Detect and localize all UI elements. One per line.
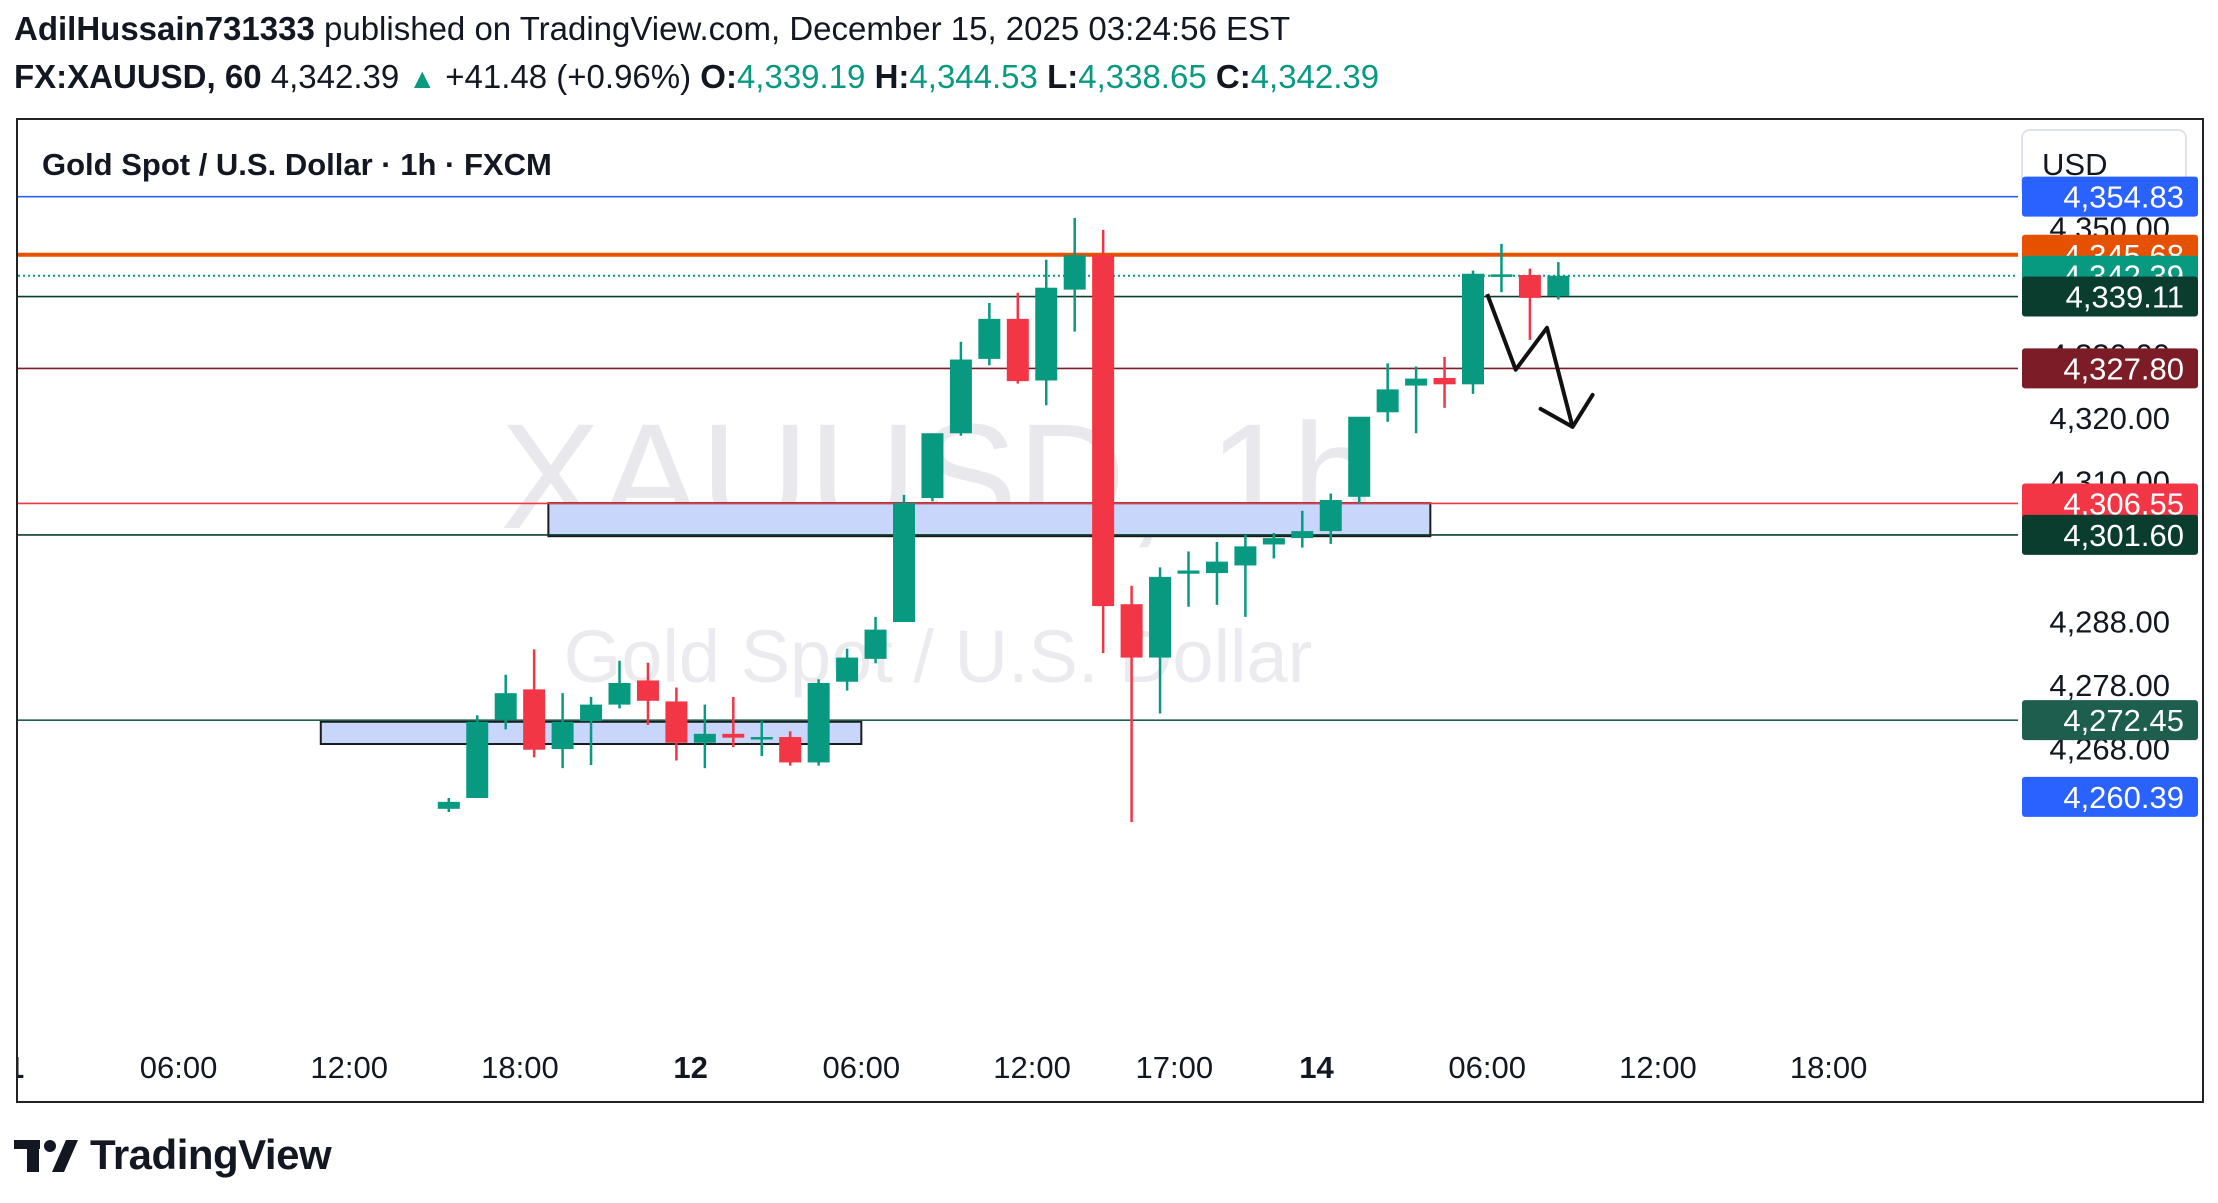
candle-body	[1348, 416, 1371, 497]
candle-body	[1433, 377, 1456, 385]
watermark-name: Gold Spot / U.S. Dollar	[564, 615, 1313, 698]
candle-body	[864, 629, 887, 659]
high-label: H:	[874, 58, 910, 95]
candle-body	[1319, 499, 1342, 532]
projection-arrowhead	[1538, 392, 1595, 429]
candle-body	[1035, 287, 1058, 381]
candle-body	[551, 721, 574, 750]
publish-info: AdilHussain731333 published on TradingVi…	[14, 10, 1290, 48]
currency-button-label: USD	[2042, 147, 2107, 182]
candle-body	[1006, 318, 1029, 382]
price-badge	[2022, 514, 2198, 555]
x-tick-label: 06:00	[1448, 1050, 1526, 1085]
candle-body	[807, 683, 830, 763]
price-badge-label: 4,339.11	[2066, 280, 2184, 315]
high-value: 4,344.53	[909, 58, 1038, 95]
x-tick-label: 06:00	[140, 1050, 218, 1085]
tradingview-logo-icon	[14, 1140, 78, 1172]
x-tick-label: 18:00	[481, 1050, 559, 1085]
projection-arrow	[1485, 293, 1575, 428]
candle-body	[693, 733, 716, 743]
y-tick-label: 4,278.00	[2049, 668, 2170, 703]
price-badge	[2022, 700, 2198, 741]
symbol-ohlc-bar: FX:XAUUSD, 60 4,342.39 ▲ +41.48 (+0.96%)…	[14, 58, 1379, 96]
candle-body	[665, 701, 688, 743]
candle-body	[636, 680, 659, 701]
close-value: 4,342.39	[1250, 58, 1380, 95]
close-label: C:	[1215, 58, 1251, 95]
y-tick-label: 4,288.00	[2049, 604, 2170, 639]
price-badge-label: 4,301.60	[2063, 518, 2184, 553]
low-label: L:	[1047, 58, 1079, 95]
candle-body	[750, 737, 773, 740]
x-tick-label: 17:00	[1135, 1050, 1213, 1085]
chart-pane[interactable]: XAUUSD, 1h Gold Spot / U.S. Dollar Gold Sp…	[16, 118, 2204, 1103]
candle-body	[437, 801, 460, 809]
candle-body	[494, 693, 517, 720]
last-price: 4,342.39	[270, 58, 400, 95]
candle-body	[1376, 389, 1399, 413]
open-value: 4,339.19	[736, 58, 866, 95]
x-tick-label: 14	[1299, 1050, 1334, 1085]
price-badge	[2022, 348, 2198, 389]
candle-body	[523, 689, 546, 750]
price-badge-label: 4,354.83	[2063, 180, 2184, 215]
candle-body	[1262, 538, 1285, 545]
candle-body	[1205, 561, 1228, 574]
candle-body	[779, 737, 802, 763]
candle-body	[836, 657, 859, 682]
author-name[interactable]: AdilHussain731333	[14, 10, 315, 47]
candle-body	[1234, 546, 1257, 566]
open-label: O:	[700, 58, 737, 95]
tradingview-logo[interactable]: TradingView	[14, 1130, 332, 1180]
candle-body	[466, 721, 489, 799]
price-change: +41.48 (+0.96%)	[445, 58, 692, 95]
candle-body	[1063, 255, 1086, 290]
support-zone	[547, 502, 1432, 538]
chart-title: Gold Spot / U.S. Dollar · 1h · FXCM	[42, 147, 552, 182]
x-tick-label: 12:00	[1619, 1050, 1697, 1085]
x-tick-label: 18:00	[1790, 1050, 1868, 1085]
price-badge	[2022, 276, 2198, 317]
candle-body	[722, 733, 745, 738]
price-badge-label: 4,260.39	[2063, 780, 2184, 815]
candle-body	[1177, 570, 1200, 574]
candle-body	[1092, 255, 1115, 607]
price-badge	[2022, 483, 2198, 524]
candle-body	[1405, 378, 1428, 386]
y-tick-label: 4,320.00	[2049, 401, 2170, 436]
published-date: published on TradingView.com, December 1…	[314, 10, 1291, 47]
candle-body	[1462, 273, 1484, 385]
candle-body	[978, 318, 1001, 359]
x-tick-label: 06:00	[823, 1050, 901, 1085]
candle-body	[580, 704, 603, 722]
price-badge-label: 4,272.45	[2063, 703, 2184, 738]
brand-wordmark: TradingView	[90, 1131, 332, 1178]
x-tick-label: 12:00	[993, 1050, 1071, 1085]
candle-body	[1120, 604, 1143, 658]
x-tick-label: 11	[18, 1050, 24, 1085]
candle-body	[608, 683, 631, 705]
price-badge	[2022, 176, 2198, 217]
candle-body	[1490, 274, 1513, 277]
candle-body	[921, 433, 944, 499]
candle-body	[949, 359, 972, 434]
candle-body	[1547, 275, 1570, 297]
candle-body	[1149, 576, 1172, 658]
price-badge-label: 4,327.80	[2063, 351, 2184, 386]
price-badge	[2022, 776, 2198, 817]
candle-body	[893, 503, 915, 622]
low-value: 4,338.65	[1078, 58, 1207, 95]
x-tick-label: 12:00	[310, 1050, 388, 1085]
symbol-interval: FX:XAUUSD, 60	[14, 58, 262, 95]
x-tick-label: 12	[673, 1050, 707, 1085]
candle-body	[1291, 531, 1314, 539]
candle-body	[1518, 275, 1541, 298]
up-triangle-icon: ▲	[408, 63, 437, 94]
